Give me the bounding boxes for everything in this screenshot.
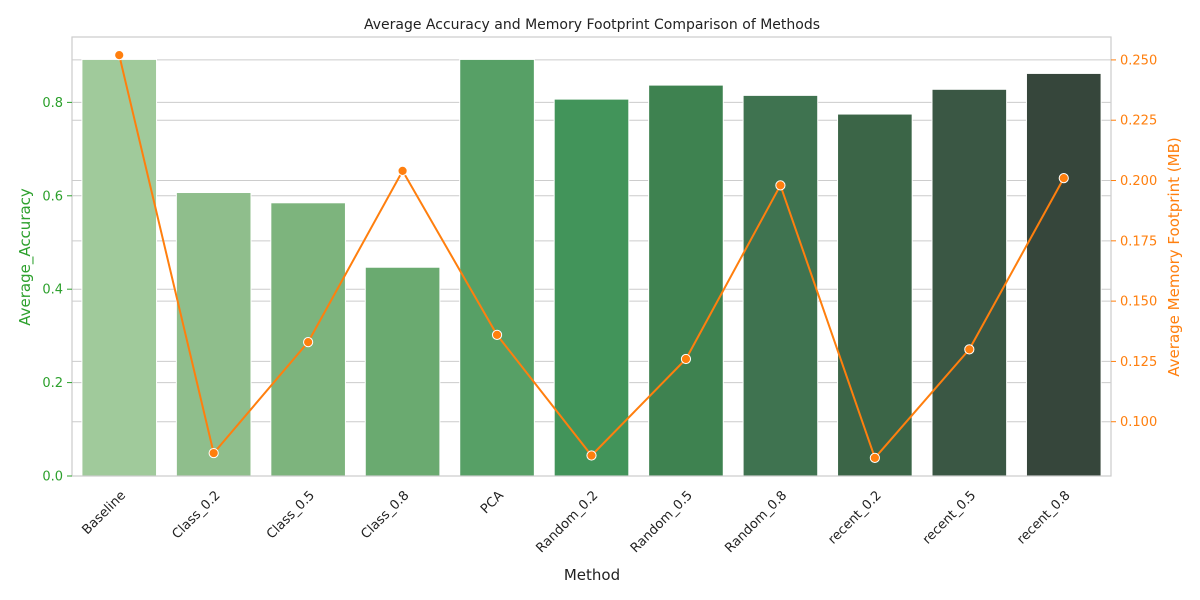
bar-Class_0.8: [364, 266, 441, 477]
y-tick-label: 0.6: [42, 189, 63, 204]
x-tick-label: recent_0.8: [1014, 488, 1073, 547]
y2-tick-label: 0.175: [1120, 234, 1157, 249]
y2-tick-label: 0.200: [1120, 174, 1157, 189]
x-tick-label: Class_0.2: [169, 488, 223, 542]
x-tick-label: Class_0.5: [264, 488, 318, 542]
x-axis-title: Method: [564, 566, 620, 584]
line-layer: [114, 49, 1069, 464]
memory-point-recent_0.8: [1058, 173, 1069, 184]
chart-title: Average Accuracy and Memory Footprint Co…: [364, 17, 820, 33]
x-tick-label: recent_0.5: [920, 488, 979, 547]
y-tick-label: 0.4: [42, 283, 63, 298]
bar-recent_0.8: [1025, 72, 1102, 477]
memory-point-Baseline: [114, 49, 125, 61]
bar-Random_0.5: [648, 84, 724, 477]
x-tick-label: Random_0.2: [533, 488, 601, 556]
bar-Random_0.2: [553, 98, 630, 477]
y2-tick-label: 0.225: [1120, 114, 1157, 129]
memory-point-recent_0.5: [964, 344, 975, 355]
memory-point-PCA: [491, 329, 503, 340]
memory-point-Random_0.2: [586, 450, 597, 461]
y-tick-label: 0.0: [42, 470, 63, 485]
x-tick-label: Random_0.5: [628, 488, 696, 556]
x-tick-label: recent_0.2: [825, 488, 884, 547]
memory-point-recent_0.2: [869, 452, 880, 464]
y2-tick-label: 0.125: [1120, 355, 1157, 370]
memory-point-Class_0.8: [397, 165, 408, 176]
bar-recent_0.2: [837, 113, 913, 477]
memory-point-Class_0.5: [303, 337, 314, 348]
bar-recent_0.5: [931, 88, 1008, 477]
y-axis-title: Average_Accuracy: [16, 188, 35, 326]
bar-Random_0.8: [742, 94, 819, 477]
x-tick-label: PCA: [478, 488, 507, 517]
y2-axis-title: Average Memory Footprint (MB): [1165, 137, 1183, 376]
bar-Class_0.2: [175, 192, 252, 477]
x-tick-label: Random_0.8: [722, 488, 790, 556]
memory-point-Random_0.8: [775, 180, 786, 191]
memory-point-Random_0.5: [680, 353, 692, 365]
bar-layer: [81, 58, 1102, 477]
y2-tick-label: 0.150: [1120, 295, 1157, 310]
x-tick-label: Baseline: [79, 488, 129, 538]
bar-PCA: [459, 58, 535, 477]
memory-point-Class_0.2: [208, 447, 219, 459]
y2-tick-label: 0.100: [1120, 415, 1157, 430]
x-tick-label: Class_0.8: [358, 488, 412, 542]
bar-Baseline: [81, 58, 158, 477]
y-tick-label: 0.2: [42, 376, 63, 391]
y-tick-label: 0.8: [42, 96, 63, 111]
y2-tick-label: 0.250: [1120, 53, 1157, 68]
plot-frame: [71, 36, 1112, 477]
